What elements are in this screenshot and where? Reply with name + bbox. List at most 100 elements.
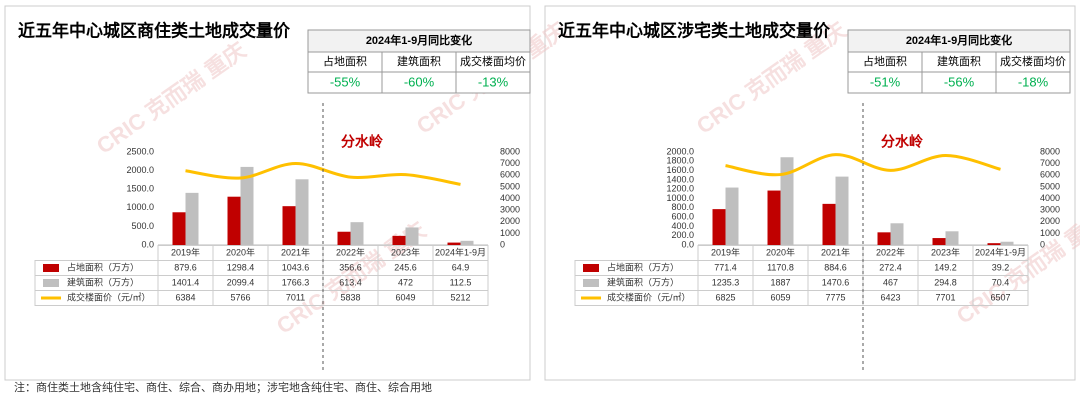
bar [835,176,849,245]
y-tick-label: 2000.0 [666,146,694,156]
table-value: 1401.4 [172,277,200,287]
y-tick-label: 1500.0 [126,184,154,194]
bar [945,231,959,245]
y-tick-label: 800.0 [671,202,694,212]
y2-tick-label: 4000 [500,193,520,203]
x-tick-label: 2022年 [876,246,905,257]
y2-tick-label: 0 [500,239,505,249]
y-tick-label: 0.0 [681,239,694,249]
panel-border [544,5,1076,381]
legend-swatch [583,279,599,287]
x-tick-label: 2022年 [336,246,365,257]
y-tick-label: 1600.0 [666,165,694,175]
y-tick-label: 400.0 [671,221,694,231]
table-value: 7011 [286,292,305,302]
y2-tick-label: 1000 [500,228,520,238]
y-tick-label: 500.0 [131,221,154,231]
table-value: 7775 [825,292,845,302]
table-value: 5838 [340,292,360,302]
x-tick-label: 2019年 [711,246,740,257]
table-value: 356.6 [339,262,362,272]
y-tick-label: 2500.0 [126,146,154,156]
legend-label: 成交楼面价（元/㎡） [607,291,691,302]
y-tick-label: 200.0 [671,230,694,240]
table-value: 2099.4 [227,277,255,287]
summary-header: 成交楼面均价 [1000,54,1066,68]
bar [172,212,186,245]
summary-head [847,29,1071,53]
x-tick-label: 2020年 [766,246,795,257]
x-tick-label: 2021年 [281,246,310,257]
bar [877,232,891,245]
y2-tick-label: 8000 [1040,146,1060,156]
bar [185,192,199,245]
y2-tick-label: 8000 [500,146,520,156]
footnote: 注：商住类土地含纯住宅、商住、综合、商办用地；涉宅地含纯住宅、商住、综合用地 [14,380,432,394]
y2-tick-label: 0 [1040,239,1045,249]
table-value: 1470.6 [822,277,850,287]
table-value: 613.4 [339,277,362,287]
y-tick-label: 1200.0 [666,184,694,194]
summary-value: -51% [870,74,901,89]
summary-header: 占地面积 [323,54,367,68]
table-value: 7701 [935,292,955,302]
table-value: 112.5 [450,277,472,287]
bar [350,222,364,245]
table-value: 879.6 [174,262,197,272]
table-value: 6049 [395,292,415,302]
x-tick-label: 2020年 [226,246,255,257]
y2-tick-label: 1000 [1040,228,1060,238]
bar [240,166,254,245]
table-value: 1766.3 [282,277,310,287]
bar [932,238,946,245]
table-value: 149.2 [934,262,957,272]
bar [460,240,474,245]
bar [822,203,836,245]
y-tick-label: 1000.0 [666,193,694,203]
y2-tick-label: 5000 [1040,181,1060,191]
bar [392,235,406,245]
table-value: 6059 [770,292,790,302]
x-tick-label: 2024年1-9月 [975,246,1026,257]
annotation: 分水岭 [341,134,383,150]
bar [227,196,241,245]
bar [725,187,739,245]
watermark: CRIC 克而瑞 重庆 [92,37,251,158]
table-value: 6507 [990,292,1010,302]
chart-title: 近五年中心城区商住类土地成交量价 [18,20,291,40]
bar [282,206,296,245]
table-value: 39.2 [992,262,1010,272]
legend-label: 成交楼面价（元/㎡） [67,291,151,302]
legend-label: 建筑面积（万方） [67,276,139,287]
y-tick-label: 600.0 [671,211,694,221]
panel-border [4,5,531,381]
table-value: 5212 [450,292,470,302]
bar [405,227,419,245]
table-value: 1887 [770,277,790,287]
y-tick-label: 1000.0 [126,202,154,212]
x-tick-label: 2023年 [391,246,420,257]
summary-header: 建筑面积 [397,54,441,68]
y2-tick-label: 3000 [1040,205,1060,215]
x-tick-label: 2024年1-9月 [435,246,486,257]
y2-tick-label: 7000 [500,158,520,168]
summary-title: 2024年1-9月同比变化 [366,33,472,47]
y2-tick-label: 4000 [1040,193,1060,203]
y2-tick-label: 6000 [500,170,520,180]
bar [987,243,1001,245]
y2-tick-label: 2000 [1040,216,1060,226]
summary-head [307,29,531,53]
bar [337,231,351,245]
price-line [725,153,1001,177]
bar [890,223,904,245]
y-tick-label: 2000.0 [126,165,154,175]
legend-swatch [583,264,599,272]
bar [1000,241,1014,245]
x-tick-label: 2023年 [931,246,960,257]
y2-tick-label: 6000 [1040,170,1060,180]
table-value: 5766 [230,292,250,302]
table-value: 272.4 [879,262,902,272]
bar [295,179,309,245]
table-value: 1235.3 [712,277,740,287]
